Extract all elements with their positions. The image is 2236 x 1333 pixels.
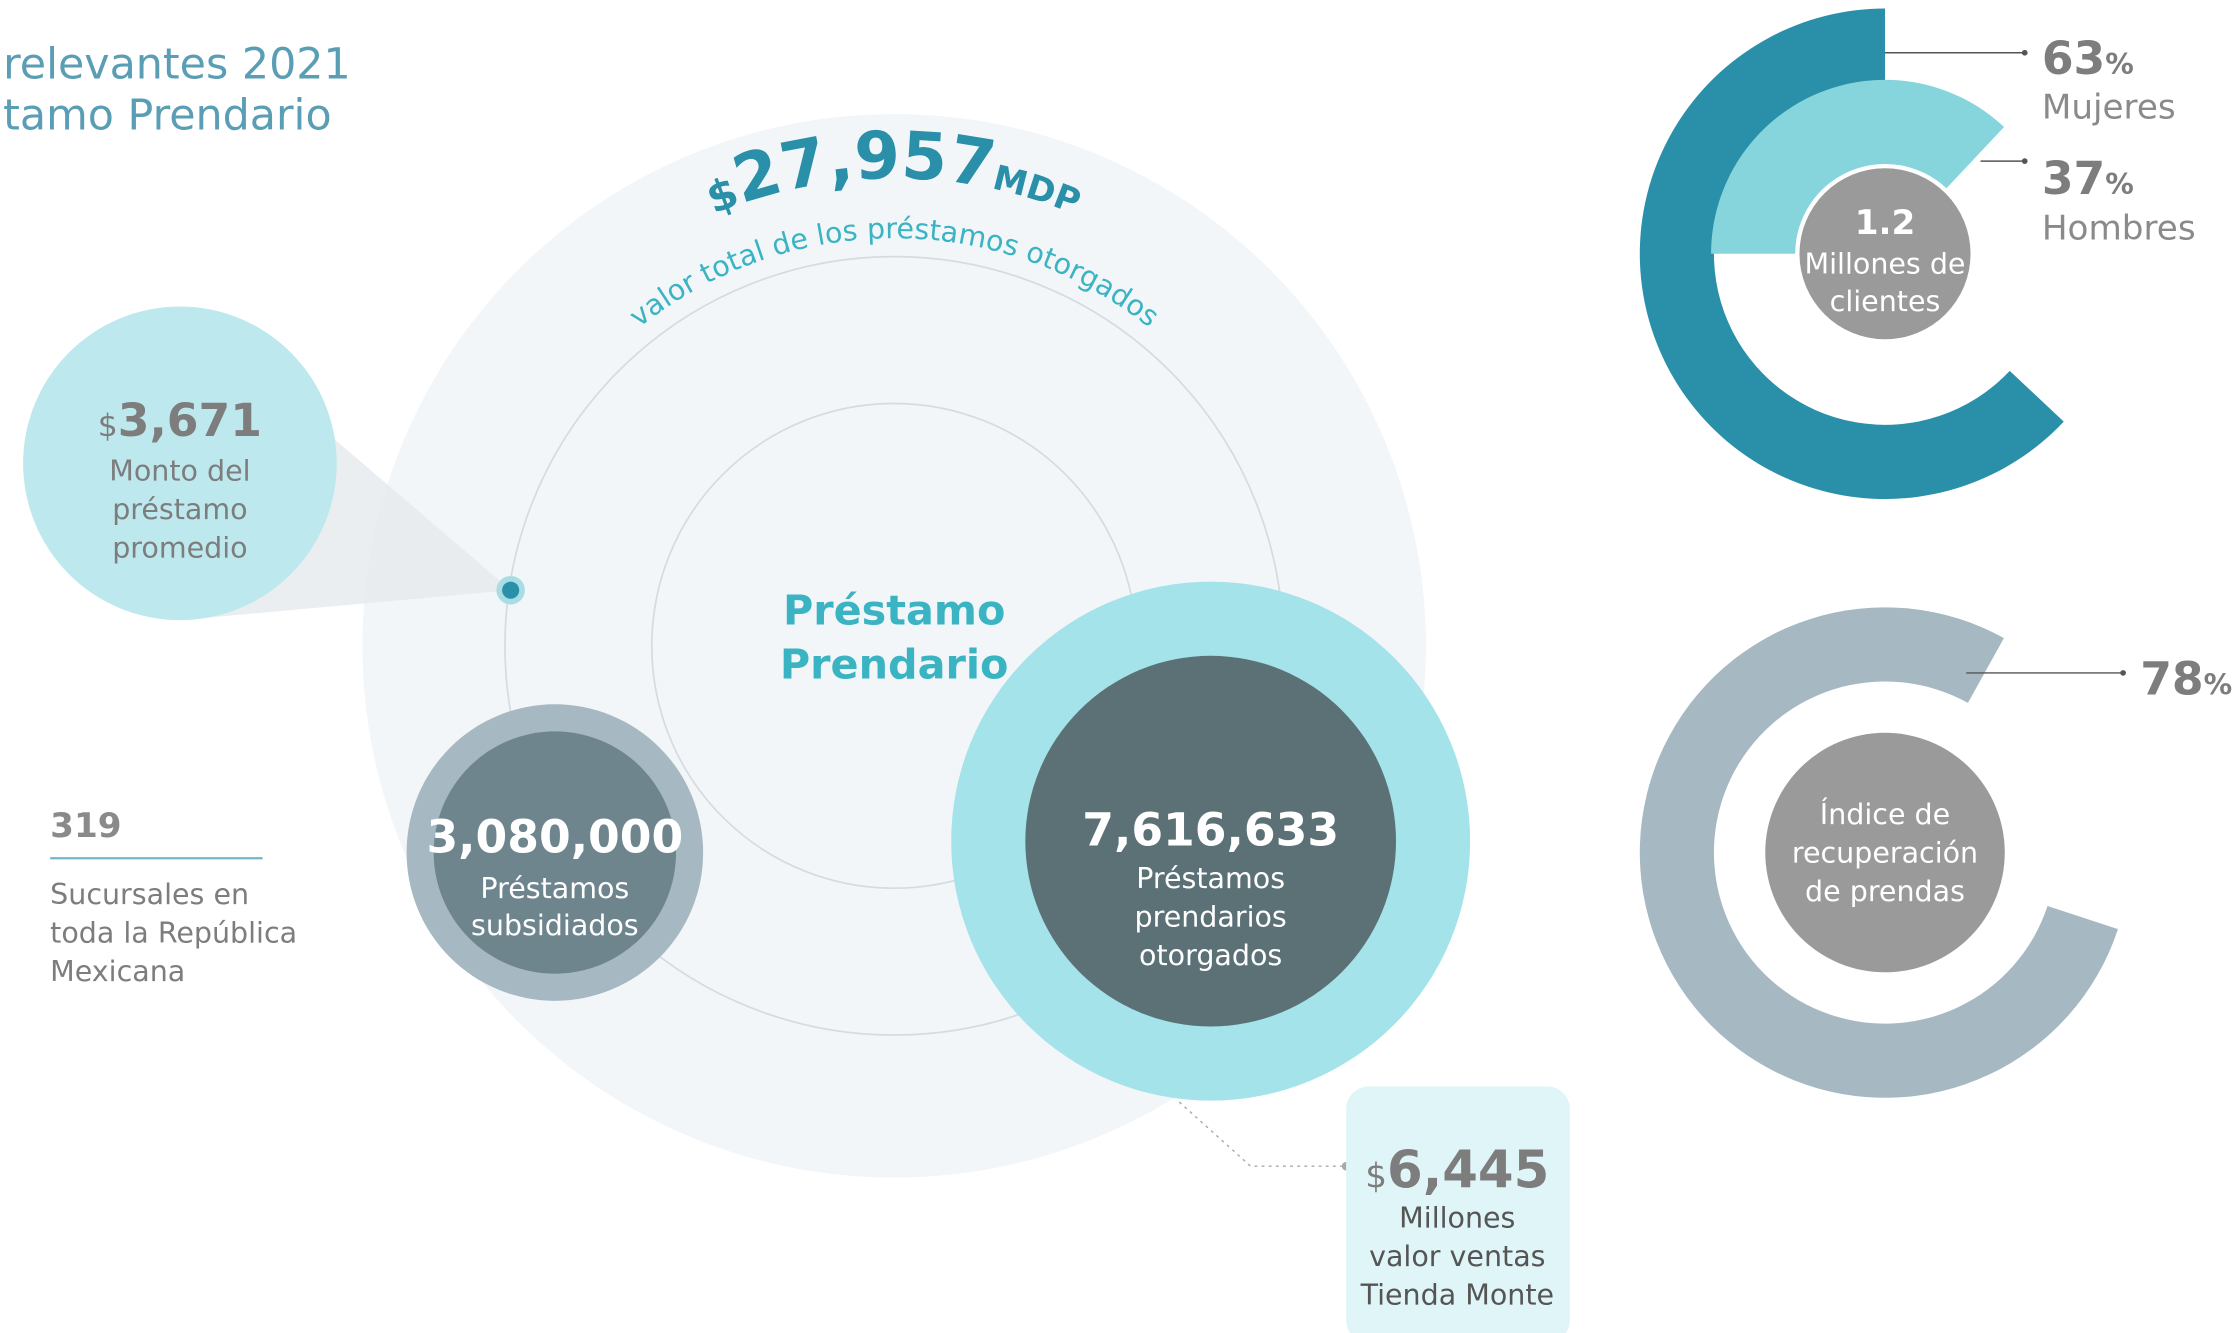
label: Millones de — [1805, 248, 1966, 281]
label: Hombres — [2042, 209, 2196, 249]
sales-box — [1346, 1086, 1570, 1333]
center-label: Préstamo — [783, 586, 1005, 634]
label: otorgados — [1139, 939, 1282, 972]
label: toda la República — [50, 916, 297, 949]
label: Índice de — [1820, 797, 1950, 831]
amount: 3,671 — [118, 394, 262, 447]
donut-segment — [1711, 79, 2005, 254]
value: 37 — [2042, 152, 2105, 205]
label: prendarios — [1135, 901, 1287, 934]
label: promedio — [112, 531, 247, 564]
label: clientes — [1830, 285, 1941, 318]
label: de prendas — [1805, 875, 1965, 908]
donut-segment — [1639, 8, 2064, 499]
percent: 63% — [2042, 32, 2134, 85]
leader-dot — [2120, 670, 2126, 676]
label: Préstamos — [480, 872, 629, 905]
donut-segment — [1639, 607, 2118, 1098]
label: Monto del — [109, 454, 250, 487]
label: préstamo — [112, 493, 247, 526]
currency: $ — [1365, 1157, 1387, 1197]
dot — [502, 581, 520, 599]
title: tamo Prendario — [3, 91, 331, 141]
label: valor ventas — [1369, 1240, 1545, 1273]
percent: 37% — [2042, 152, 2134, 205]
title: relevantes 2021 — [3, 39, 351, 89]
label: Préstamos — [1136, 862, 1285, 895]
unit: % — [2204, 668, 2233, 701]
leader — [1178, 1101, 1347, 1167]
value: 63 — [2042, 32, 2105, 85]
amount: 6,445 — [1387, 1141, 1549, 1201]
sales-amount: $6,445 — [1365, 1141, 1549, 1201]
leader-dot — [2021, 158, 2028, 164]
label: Tienda Monte — [1360, 1278, 1554, 1311]
unit: % — [2105, 48, 2134, 81]
value: 78 — [2140, 652, 2203, 705]
clients-value: 1.2 — [1855, 203, 1916, 243]
donut-center — [1799, 168, 1971, 340]
unit: % — [2105, 168, 2134, 201]
leader-dot — [2021, 49, 2028, 56]
label: Mexicana — [50, 955, 185, 988]
subsidy-bubble-inner — [433, 731, 677, 974]
donuts — [1639, 8, 2118, 1098]
branches-value: 319 — [50, 806, 121, 846]
percent: 78% — [2140, 652, 2232, 705]
label: Millones — [1399, 1202, 1515, 1235]
pawn-value: 7,616,633 — [1082, 803, 1339, 856]
label: Sucursales en — [50, 878, 249, 911]
label: subsidiados — [471, 909, 639, 942]
donut-center — [1765, 732, 2005, 973]
label: recuperación — [1792, 837, 1978, 870]
center-label: Prendario — [780, 641, 1009, 689]
label: Mujeres — [2042, 87, 2176, 127]
average-bubble — [23, 306, 337, 621]
average-amount: $3,671 — [98, 394, 262, 447]
pawn-bubble-inner — [1025, 655, 1397, 1027]
currency: $ — [98, 408, 118, 444]
subsidy-value: 3,080,000 — [426, 811, 683, 864]
